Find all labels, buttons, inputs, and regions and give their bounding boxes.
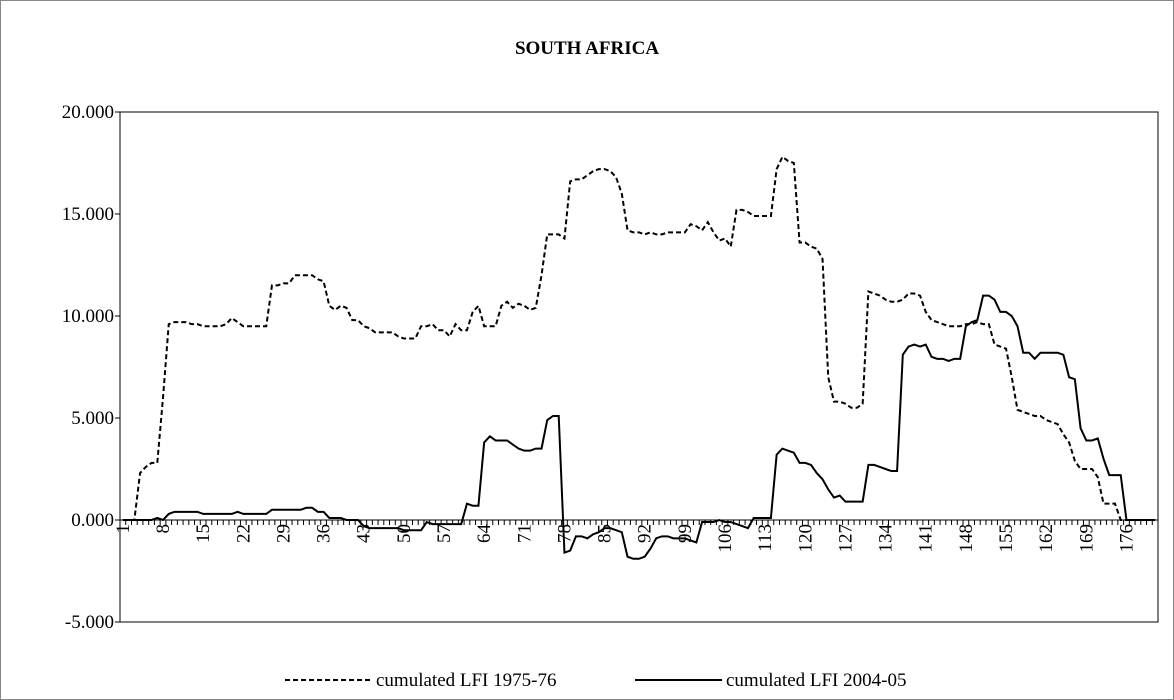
x-tick-label: 127	[835, 524, 856, 553]
x-tick-label: 50	[394, 524, 415, 543]
y-tick-label: 20.000	[62, 102, 114, 123]
x-tick-label: 36	[314, 524, 335, 543]
legend-label: cumulated LFI 1975-76	[376, 670, 556, 691]
x-tick-label: 162	[1036, 524, 1057, 553]
y-tick-label: -5.000	[65, 612, 114, 633]
x-tick-label: 92	[635, 524, 656, 543]
x-tick-label: 141	[916, 524, 937, 553]
x-tick-label: 1	[113, 524, 134, 534]
x-tick-label: 120	[795, 524, 816, 553]
y-tick-label: 5.000	[71, 408, 114, 429]
x-tick-label: 155	[996, 524, 1017, 553]
x-tick-label: 134	[876, 524, 897, 553]
y-tick-label: 15.000	[62, 204, 114, 225]
x-tick-label: 29	[273, 524, 294, 543]
x-tick-label: 71	[514, 524, 535, 543]
x-tick-label: 57	[434, 524, 455, 543]
series-line	[122, 294, 1156, 560]
legend-label: cumulated LFI 2004-05	[726, 670, 906, 691]
x-tick-label: 64	[474, 524, 495, 544]
x-tick-label: 22	[233, 524, 254, 543]
x-tick-label: 8	[153, 524, 174, 534]
y-tick-label: 0.000	[71, 510, 114, 531]
plot-area	[119, 111, 1159, 623]
chart-title: SOUTH AFRICA	[515, 38, 659, 59]
y-tick-label: 10.000	[62, 306, 114, 327]
x-tick-label: 169	[1076, 524, 1097, 553]
x-tick-label: 113	[755, 524, 776, 552]
x-tick-label: 78	[554, 524, 575, 543]
x-tick-label: 106	[715, 524, 736, 553]
x-tick-label: 15	[193, 524, 214, 543]
series-line	[122, 155, 1156, 521]
x-tick-label: 176	[1116, 524, 1137, 553]
x-tick-label: 148	[956, 524, 977, 553]
